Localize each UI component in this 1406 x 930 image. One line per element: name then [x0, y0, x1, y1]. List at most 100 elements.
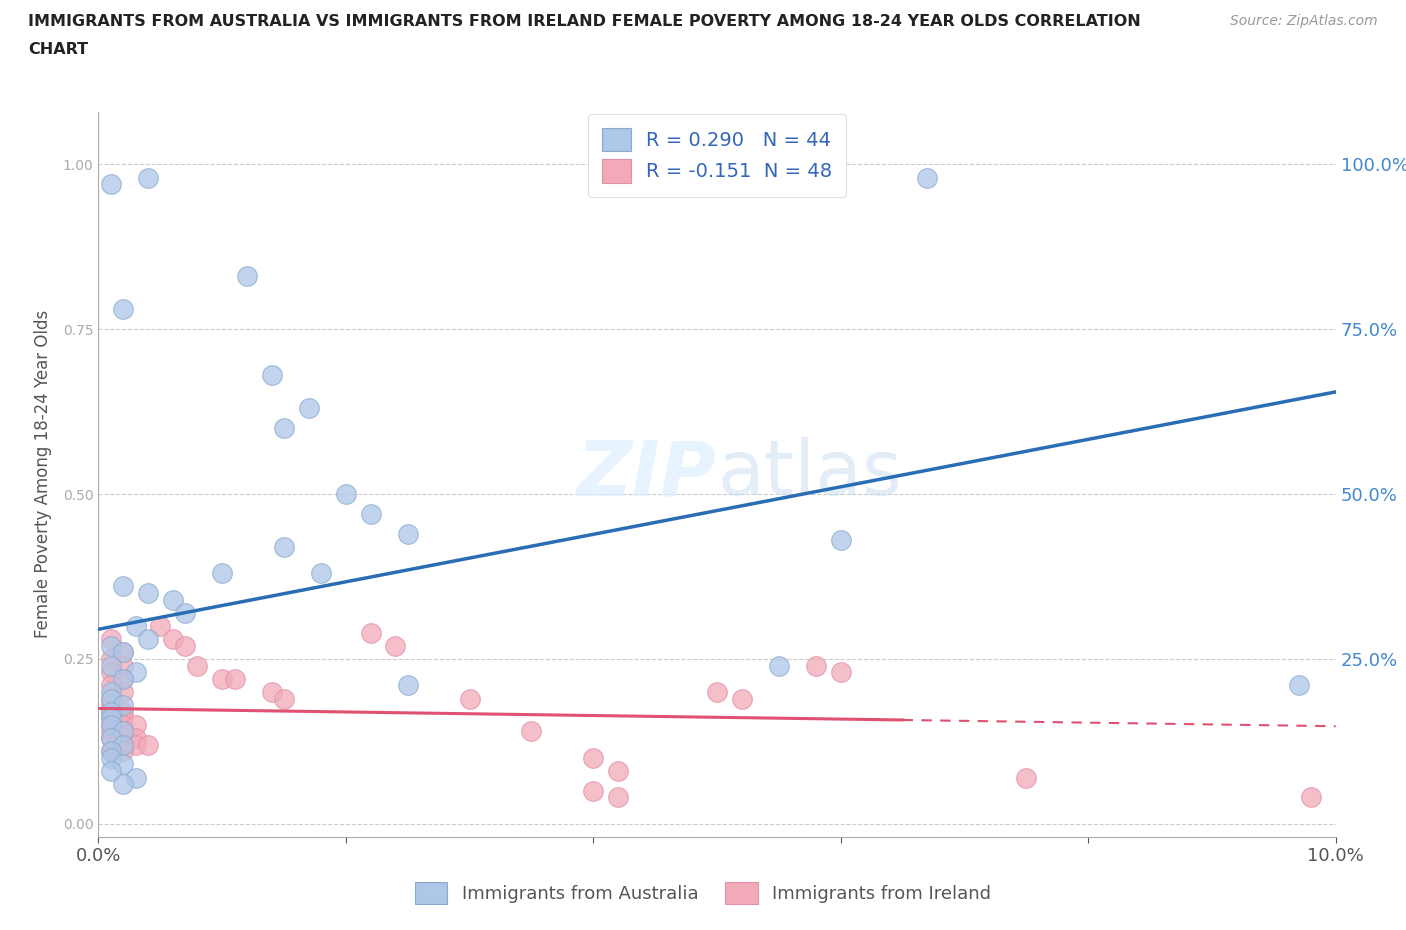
- Point: [112, 724, 135, 739]
- Point: [384, 638, 406, 653]
- Point: [520, 724, 543, 739]
- Point: [100, 684, 122, 699]
- Point: [309, 565, 332, 580]
- Point: [360, 507, 382, 522]
- Legend: Immigrants from Australia, Immigrants from Ireland: Immigrants from Australia, Immigrants fr…: [408, 875, 998, 911]
- Point: [260, 684, 283, 699]
- Point: [136, 586, 159, 601]
- Point: [100, 724, 122, 739]
- Point: [100, 751, 122, 765]
- Point: [607, 790, 630, 804]
- Point: [582, 783, 605, 798]
- Point: [100, 638, 122, 653]
- Point: [112, 737, 135, 752]
- Point: [298, 401, 321, 416]
- Point: [100, 698, 122, 712]
- Point: [112, 302, 135, 317]
- Point: [224, 671, 246, 686]
- Text: atlas: atlas: [717, 437, 901, 512]
- Point: [100, 631, 122, 646]
- Point: [396, 526, 419, 541]
- Point: [1015, 770, 1038, 785]
- Text: Source: ZipAtlas.com: Source: ZipAtlas.com: [1230, 14, 1378, 28]
- Point: [149, 618, 172, 633]
- Point: [136, 631, 159, 646]
- Point: [100, 744, 122, 759]
- Point: [100, 691, 122, 706]
- Point: [112, 684, 135, 699]
- Point: [804, 658, 827, 673]
- Point: [174, 638, 197, 653]
- Text: IMMIGRANTS FROM AUSTRALIA VS IMMIGRANTS FROM IRELAND FEMALE POVERTY AMONG 18-24 : IMMIGRANTS FROM AUSTRALIA VS IMMIGRANTS …: [28, 14, 1140, 29]
- Point: [124, 770, 146, 785]
- Point: [100, 731, 122, 746]
- Point: [1288, 678, 1310, 693]
- Point: [273, 420, 295, 435]
- Point: [100, 717, 122, 732]
- Point: [112, 698, 135, 712]
- Point: [186, 658, 208, 673]
- Point: [124, 618, 146, 633]
- Point: [273, 691, 295, 706]
- Point: [162, 592, 184, 607]
- Point: [211, 565, 233, 580]
- Point: [124, 717, 146, 732]
- Point: [768, 658, 790, 673]
- Point: [100, 731, 122, 746]
- Point: [236, 269, 259, 284]
- Point: [100, 678, 122, 693]
- Point: [136, 737, 159, 752]
- Point: [112, 737, 135, 752]
- Point: [100, 665, 122, 680]
- Point: [112, 717, 135, 732]
- Point: [100, 711, 122, 725]
- Point: [100, 177, 122, 192]
- Point: [917, 170, 939, 185]
- Point: [112, 704, 135, 719]
- Point: [100, 764, 122, 778]
- Point: [112, 671, 135, 686]
- Point: [273, 539, 295, 554]
- Point: [706, 684, 728, 699]
- Point: [260, 368, 283, 383]
- Point: [100, 711, 122, 725]
- Point: [112, 744, 135, 759]
- Point: [112, 579, 135, 594]
- Text: ZIP: ZIP: [578, 437, 717, 512]
- Point: [458, 691, 481, 706]
- Point: [124, 731, 146, 746]
- Text: CHART: CHART: [28, 42, 89, 57]
- Point: [100, 717, 122, 732]
- Point: [335, 486, 357, 501]
- Legend: R = 0.290   N = 44, R = -0.151  N = 48: R = 0.290 N = 44, R = -0.151 N = 48: [588, 114, 846, 196]
- Point: [731, 691, 754, 706]
- Y-axis label: Female Poverty Among 18-24 Year Olds: Female Poverty Among 18-24 Year Olds: [34, 311, 52, 638]
- Point: [1299, 790, 1322, 804]
- Point: [582, 751, 605, 765]
- Point: [112, 757, 135, 772]
- Point: [607, 764, 630, 778]
- Point: [396, 678, 419, 693]
- Point: [360, 625, 382, 640]
- Point: [124, 737, 146, 752]
- Point: [100, 704, 122, 719]
- Point: [112, 777, 135, 791]
- Point: [112, 658, 135, 673]
- Point: [830, 665, 852, 680]
- Point: [100, 744, 122, 759]
- Point: [112, 671, 135, 686]
- Point: [112, 644, 135, 659]
- Point: [100, 704, 122, 719]
- Point: [112, 711, 135, 725]
- Point: [124, 665, 146, 680]
- Point: [136, 170, 159, 185]
- Point: [100, 691, 122, 706]
- Point: [112, 724, 135, 739]
- Point: [830, 533, 852, 548]
- Point: [174, 605, 197, 620]
- Point: [100, 658, 122, 673]
- Point: [112, 644, 135, 659]
- Point: [100, 652, 122, 667]
- Point: [162, 631, 184, 646]
- Point: [211, 671, 233, 686]
